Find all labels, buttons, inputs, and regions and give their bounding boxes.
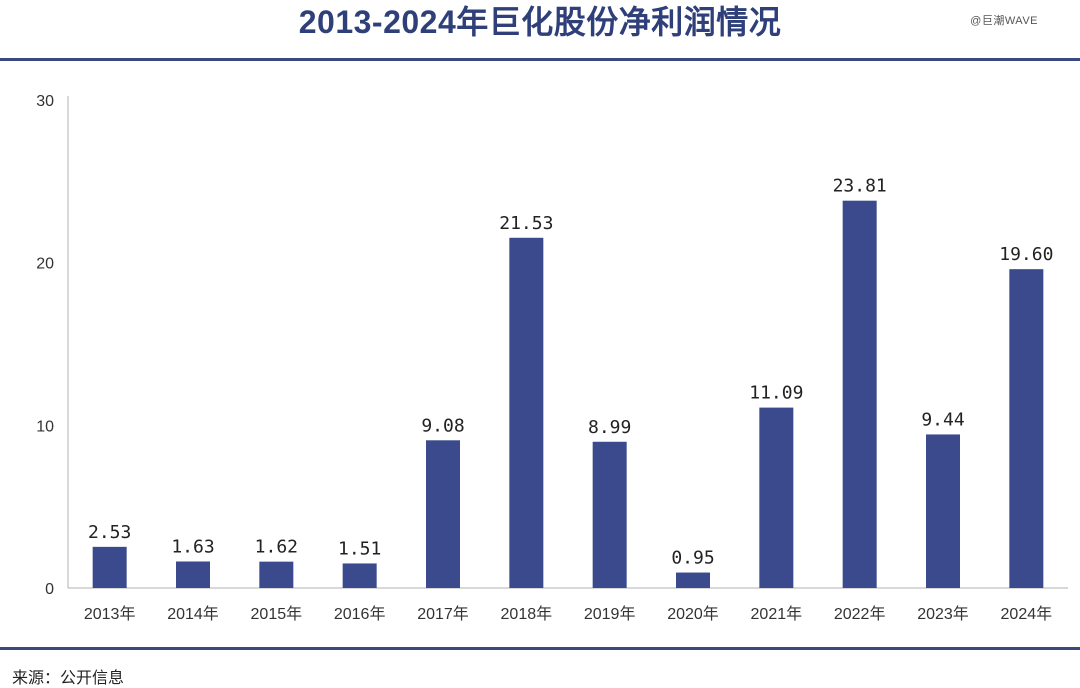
x-tick-label: 2021年 [751,605,803,623]
chart-title: 2013-2024年巨化股份净利润情况 [298,4,782,40]
bar [676,572,710,588]
bar [176,561,210,588]
bottom-divider [0,647,1080,650]
data-label: 21.53 [499,213,553,234]
data-label: 0.95 [671,548,714,569]
y-tick-label: 30 [36,93,54,110]
data-label: 2.53 [88,522,131,543]
x-tick-label: 2023年 [917,605,969,623]
data-label: 1.62 [255,537,298,558]
bar-chart: 0 10 20 30 2.53 2013年 1.63 2014年 1.62 2015年 1.51 20… [36,93,1068,623]
bar [926,434,960,588]
x-tick-label: 2013年 [84,605,136,623]
top-divider [0,58,1080,61]
data-label: 1.63 [171,536,214,557]
data-label: 11.09 [749,383,803,404]
bar [259,561,294,588]
bar [842,200,877,588]
x-tick-label: 2016年 [334,605,386,623]
source-note: 来源：公开信息 [12,670,125,687]
x-tick-label: 2018年 [501,605,553,623]
bar [426,440,460,588]
x-tick-label: 2024年 [1001,605,1053,623]
bar [342,563,377,588]
x-tick-label: 2015年 [251,605,303,623]
y-tick-label: 0 [45,581,54,598]
bar [592,441,627,588]
bar [509,237,544,588]
bar [92,546,127,588]
data-label: 8.99 [588,417,631,438]
x-tick-label: 2020年 [667,605,719,623]
x-tick-label: 2014年 [167,605,219,623]
data-label: 1.51 [338,538,381,559]
x-tick-label: 2019年 [584,605,636,623]
x-tick-label: 2017年 [417,605,469,623]
y-tick-label: 10 [36,418,54,435]
x-tick-label: 2022年 [834,605,886,623]
bar [1009,269,1044,588]
data-label: 9.08 [421,415,464,436]
bar [759,407,794,588]
y-tick-label: 20 [36,256,54,273]
data-label: 23.81 [833,176,887,197]
data-label: 19.60 [999,244,1053,265]
data-label: 9.44 [921,409,964,430]
watermark: @巨潮WAVE [970,15,1038,27]
